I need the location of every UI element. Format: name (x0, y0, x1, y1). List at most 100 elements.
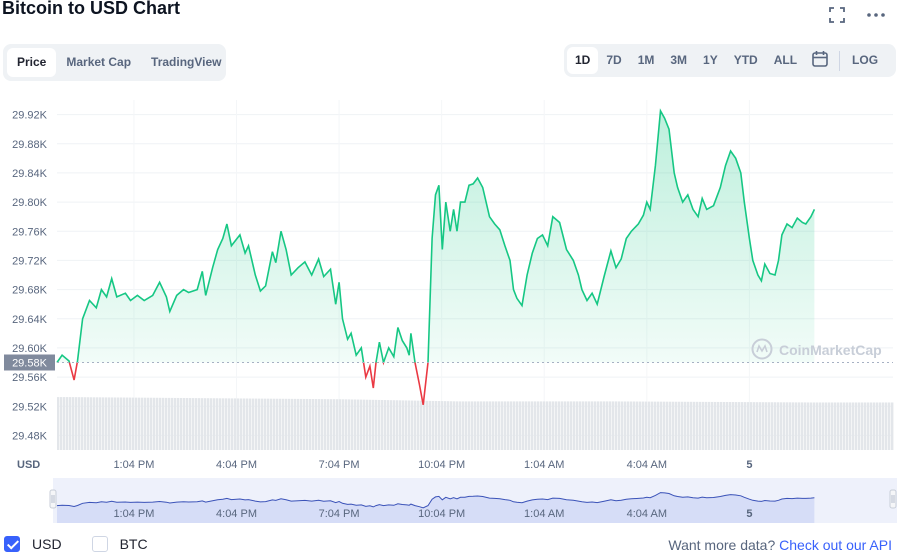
volume-bar (813, 402, 816, 450)
tab-tradingview[interactable]: TradingView (151, 55, 222, 69)
range-ytd-tab[interactable]: YTD (733, 53, 758, 67)
volume-bar (780, 402, 783, 450)
volume-bar (87, 397, 90, 450)
range-1d-tab[interactable]: 1D (567, 47, 599, 74)
y-tick-label: 29.76K (12, 226, 48, 238)
volume-bar (861, 402, 864, 450)
navigator-handle (889, 489, 897, 509)
volume-bar (735, 402, 738, 450)
expand-icon[interactable] (826, 4, 848, 26)
volume-bar (879, 402, 882, 450)
y-tick-label: 29.64K (12, 314, 48, 326)
volume-bar (195, 398, 198, 450)
volume-bar (372, 399, 375, 450)
usd-toggle[interactable]: USD (4, 536, 62, 552)
range-1y-tab[interactable]: 1Y (703, 53, 718, 67)
api-link[interactable]: Check out our API (779, 537, 892, 553)
volume-bar (486, 401, 489, 450)
volume-bar (855, 402, 858, 450)
volume-bar (405, 400, 408, 450)
volume-bar (111, 397, 114, 450)
usd-checkbox[interactable] (4, 536, 20, 552)
volume-bar (870, 402, 873, 450)
range-1m-tab[interactable]: 1M (637, 53, 655, 67)
volume-bar (564, 401, 567, 450)
reference-label: 29.58K (12, 358, 48, 370)
volume-bar (891, 402, 894, 450)
volume-bar (666, 401, 669, 450)
volume-bar (201, 398, 204, 450)
volume-bar (105, 397, 108, 450)
btc-checkbox[interactable] (91, 536, 108, 552)
volume-bar (597, 401, 600, 450)
volume-bar (333, 399, 336, 450)
volume-bar (180, 397, 183, 450)
volume-bar (732, 402, 735, 450)
volume-bar (72, 397, 75, 450)
volume-bar (138, 397, 141, 450)
volume-bar (558, 401, 561, 450)
volume-bar (351, 399, 354, 450)
volume-bar (495, 401, 498, 450)
x-tick-label: 4:04 PM (216, 459, 257, 471)
volume-bar (300, 398, 303, 450)
volume-bar (63, 397, 66, 450)
volume-bar (456, 401, 459, 450)
volume-bar (396, 400, 399, 450)
volume-bar (324, 399, 327, 450)
range-all-tab[interactable]: ALL (773, 53, 798, 67)
volume-bar (291, 398, 294, 450)
volume-bar (846, 402, 849, 450)
range-divider (839, 50, 841, 71)
volume-bar (210, 398, 213, 450)
range-3m-tab[interactable]: 3M (670, 53, 688, 67)
tab-price[interactable]: Price (7, 48, 57, 77)
volume-bar (366, 399, 369, 450)
price-area-fill (57, 110, 815, 363)
range-7d-tab[interactable]: 7D (606, 53, 622, 67)
volume-bar (801, 402, 804, 450)
volume-bar (594, 401, 597, 450)
y-tick-label: 29.52K (12, 401, 48, 413)
volume-bar (750, 402, 753, 450)
volume-bar (438, 401, 441, 450)
volume-bar (543, 401, 546, 450)
log-toggle[interactable]: LOG (852, 53, 879, 67)
navigator-line (56, 492, 815, 509)
volume-bar (471, 401, 474, 450)
y-tick-label: 29.84K (12, 168, 48, 180)
volume-bar (510, 401, 513, 450)
volume-bar (741, 402, 744, 450)
x-tick-label: 1:04 PM (113, 459, 154, 471)
volume-bar (873, 402, 876, 450)
volume-bar (654, 401, 657, 450)
volume-bar (348, 399, 351, 450)
volume-bar (420, 400, 423, 450)
volume-bar (441, 401, 444, 450)
volume-bar (363, 399, 366, 450)
btc-toggle[interactable]: BTC (91, 536, 148, 552)
volume-bar (444, 401, 447, 450)
volume-bar (243, 398, 246, 450)
range-navigator[interactable]: 1:04 PM 4:04 PM 7:04 PM 10:04 PM 1:04 AM 4:04… (49, 478, 897, 523)
volume-bar (315, 399, 318, 450)
tab-market-cap[interactable]: Market Cap (66, 55, 132, 69)
volume-bar (414, 400, 417, 450)
volume-bar (501, 401, 504, 450)
calendar-icon[interactable] (805, 47, 835, 74)
more-icon[interactable] (865, 4, 887, 26)
volume-bar (579, 401, 582, 450)
volume-bar (612, 401, 615, 450)
volume-bar (174, 397, 177, 450)
volume-bar (705, 401, 708, 450)
volume-bar (345, 399, 348, 450)
volume-bar (153, 397, 156, 450)
volume-bar (468, 401, 471, 450)
volume-bar (525, 401, 528, 450)
volume-bar (378, 399, 381, 450)
volume-bar (684, 401, 687, 450)
volume-bar (606, 401, 609, 450)
volume-bar (336, 399, 339, 450)
volume-bar (435, 400, 438, 450)
